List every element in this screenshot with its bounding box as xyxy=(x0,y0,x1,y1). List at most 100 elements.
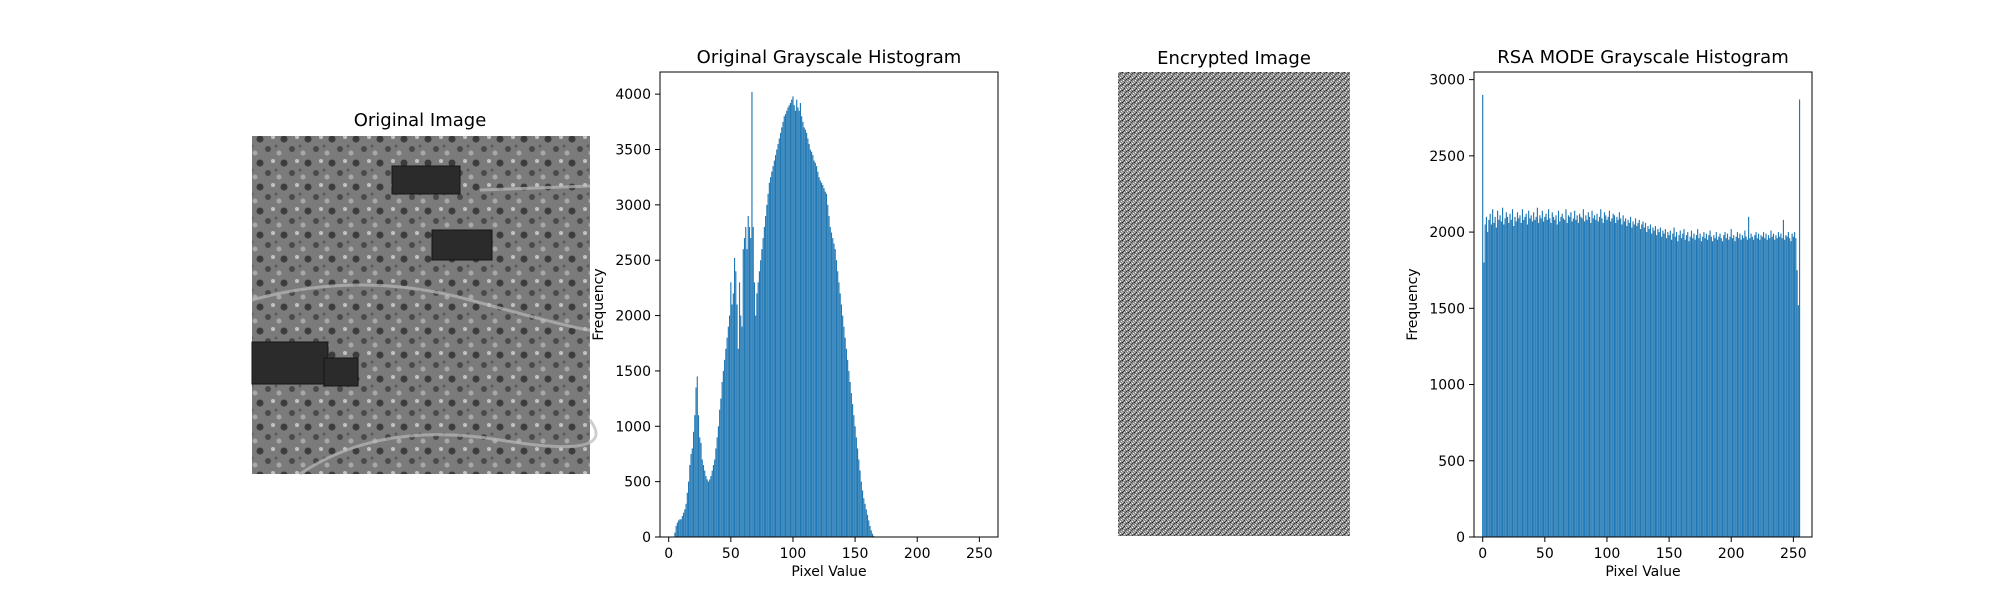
bar xyxy=(743,238,746,538)
bar xyxy=(1664,229,1666,538)
bar xyxy=(704,470,706,537)
bar xyxy=(1744,230,1746,537)
bar xyxy=(796,99,798,537)
bar xyxy=(1648,229,1650,538)
bar xyxy=(712,465,715,537)
bar xyxy=(1579,213,1581,538)
bar xyxy=(820,182,823,537)
bar xyxy=(1489,213,1491,538)
bar xyxy=(1631,227,1633,538)
bar xyxy=(1662,230,1664,537)
bar xyxy=(843,326,845,537)
bar xyxy=(1638,219,1640,537)
bar xyxy=(1606,219,1608,537)
bar xyxy=(1730,229,1732,538)
bar xyxy=(1771,236,1773,537)
bar xyxy=(1679,230,1681,537)
original-image-tracks xyxy=(251,184,598,476)
bar xyxy=(1543,221,1545,537)
bar xyxy=(747,215,749,537)
bar xyxy=(1585,215,1587,538)
bar xyxy=(721,382,723,537)
bar xyxy=(1705,233,1707,537)
y-tick-label: 1000 xyxy=(615,419,651,435)
bar xyxy=(1759,239,1761,537)
bar xyxy=(1754,235,1756,537)
bar xyxy=(1680,238,1683,537)
bar xyxy=(1504,218,1506,537)
bar xyxy=(1582,209,1584,537)
bar xyxy=(1651,233,1653,537)
x-tick-label: 0 xyxy=(1478,546,1487,562)
bar xyxy=(1544,216,1546,537)
bar xyxy=(1772,233,1775,537)
bar xyxy=(690,453,692,537)
bar xyxy=(1666,238,1668,537)
bar xyxy=(1592,218,1594,537)
bar xyxy=(1721,241,1724,538)
bar xyxy=(827,204,829,537)
bar xyxy=(822,184,824,537)
bar xyxy=(1707,239,1709,537)
bar xyxy=(1574,210,1576,537)
bar xyxy=(766,204,768,537)
bar xyxy=(1482,94,1484,538)
bar xyxy=(783,116,785,538)
y-tick-label: 2000 xyxy=(615,309,651,325)
bar xyxy=(686,492,688,537)
bar xyxy=(755,315,757,537)
bar xyxy=(1663,233,1665,537)
bar xyxy=(1549,218,1551,537)
bar xyxy=(679,519,681,537)
bar xyxy=(1611,218,1613,537)
bar xyxy=(823,188,825,537)
bar xyxy=(1689,236,1691,537)
bar xyxy=(722,370,724,537)
bar xyxy=(1562,218,1565,537)
x-tick-label: 100 xyxy=(1594,546,1621,562)
bar xyxy=(1617,219,1619,537)
x-tick-label: 50 xyxy=(1536,546,1554,562)
bar xyxy=(1605,215,1607,538)
bar xyxy=(1702,236,1704,537)
encrypted-image xyxy=(1118,72,1350,536)
bar xyxy=(1485,216,1487,537)
bar xyxy=(1584,221,1586,537)
bar xyxy=(1709,230,1711,537)
bar xyxy=(1612,213,1614,538)
bar xyxy=(1653,230,1655,537)
bar xyxy=(819,180,821,537)
original-image-vehicles xyxy=(251,165,493,387)
bar xyxy=(859,470,861,537)
bar xyxy=(873,535,875,537)
bar xyxy=(1641,224,1643,537)
bar xyxy=(1716,239,1719,537)
bar xyxy=(674,532,676,537)
bar xyxy=(1761,236,1763,537)
bar xyxy=(1774,239,1776,537)
bar xyxy=(1782,219,1784,537)
bar xyxy=(1525,213,1527,538)
bar xyxy=(813,160,815,538)
bar xyxy=(1777,232,1780,537)
bar xyxy=(683,512,685,537)
bar xyxy=(818,177,820,537)
bar xyxy=(1555,215,1557,538)
bar xyxy=(816,166,818,537)
bar xyxy=(863,498,865,537)
bar xyxy=(871,533,874,537)
y-tick-label: 3500 xyxy=(615,143,651,159)
chart-title: Original Grayscale Histogram xyxy=(697,47,962,68)
bar xyxy=(1784,239,1786,537)
bar xyxy=(1488,219,1490,537)
bar xyxy=(1723,235,1725,537)
bar xyxy=(830,232,833,538)
bar xyxy=(1627,219,1629,537)
bar xyxy=(854,426,856,537)
original-image-title: Original Image xyxy=(354,110,487,131)
bar xyxy=(1530,215,1532,538)
bar xyxy=(865,509,867,537)
bar xyxy=(1719,233,1721,537)
bar xyxy=(1698,238,1700,537)
bar xyxy=(1622,215,1624,538)
